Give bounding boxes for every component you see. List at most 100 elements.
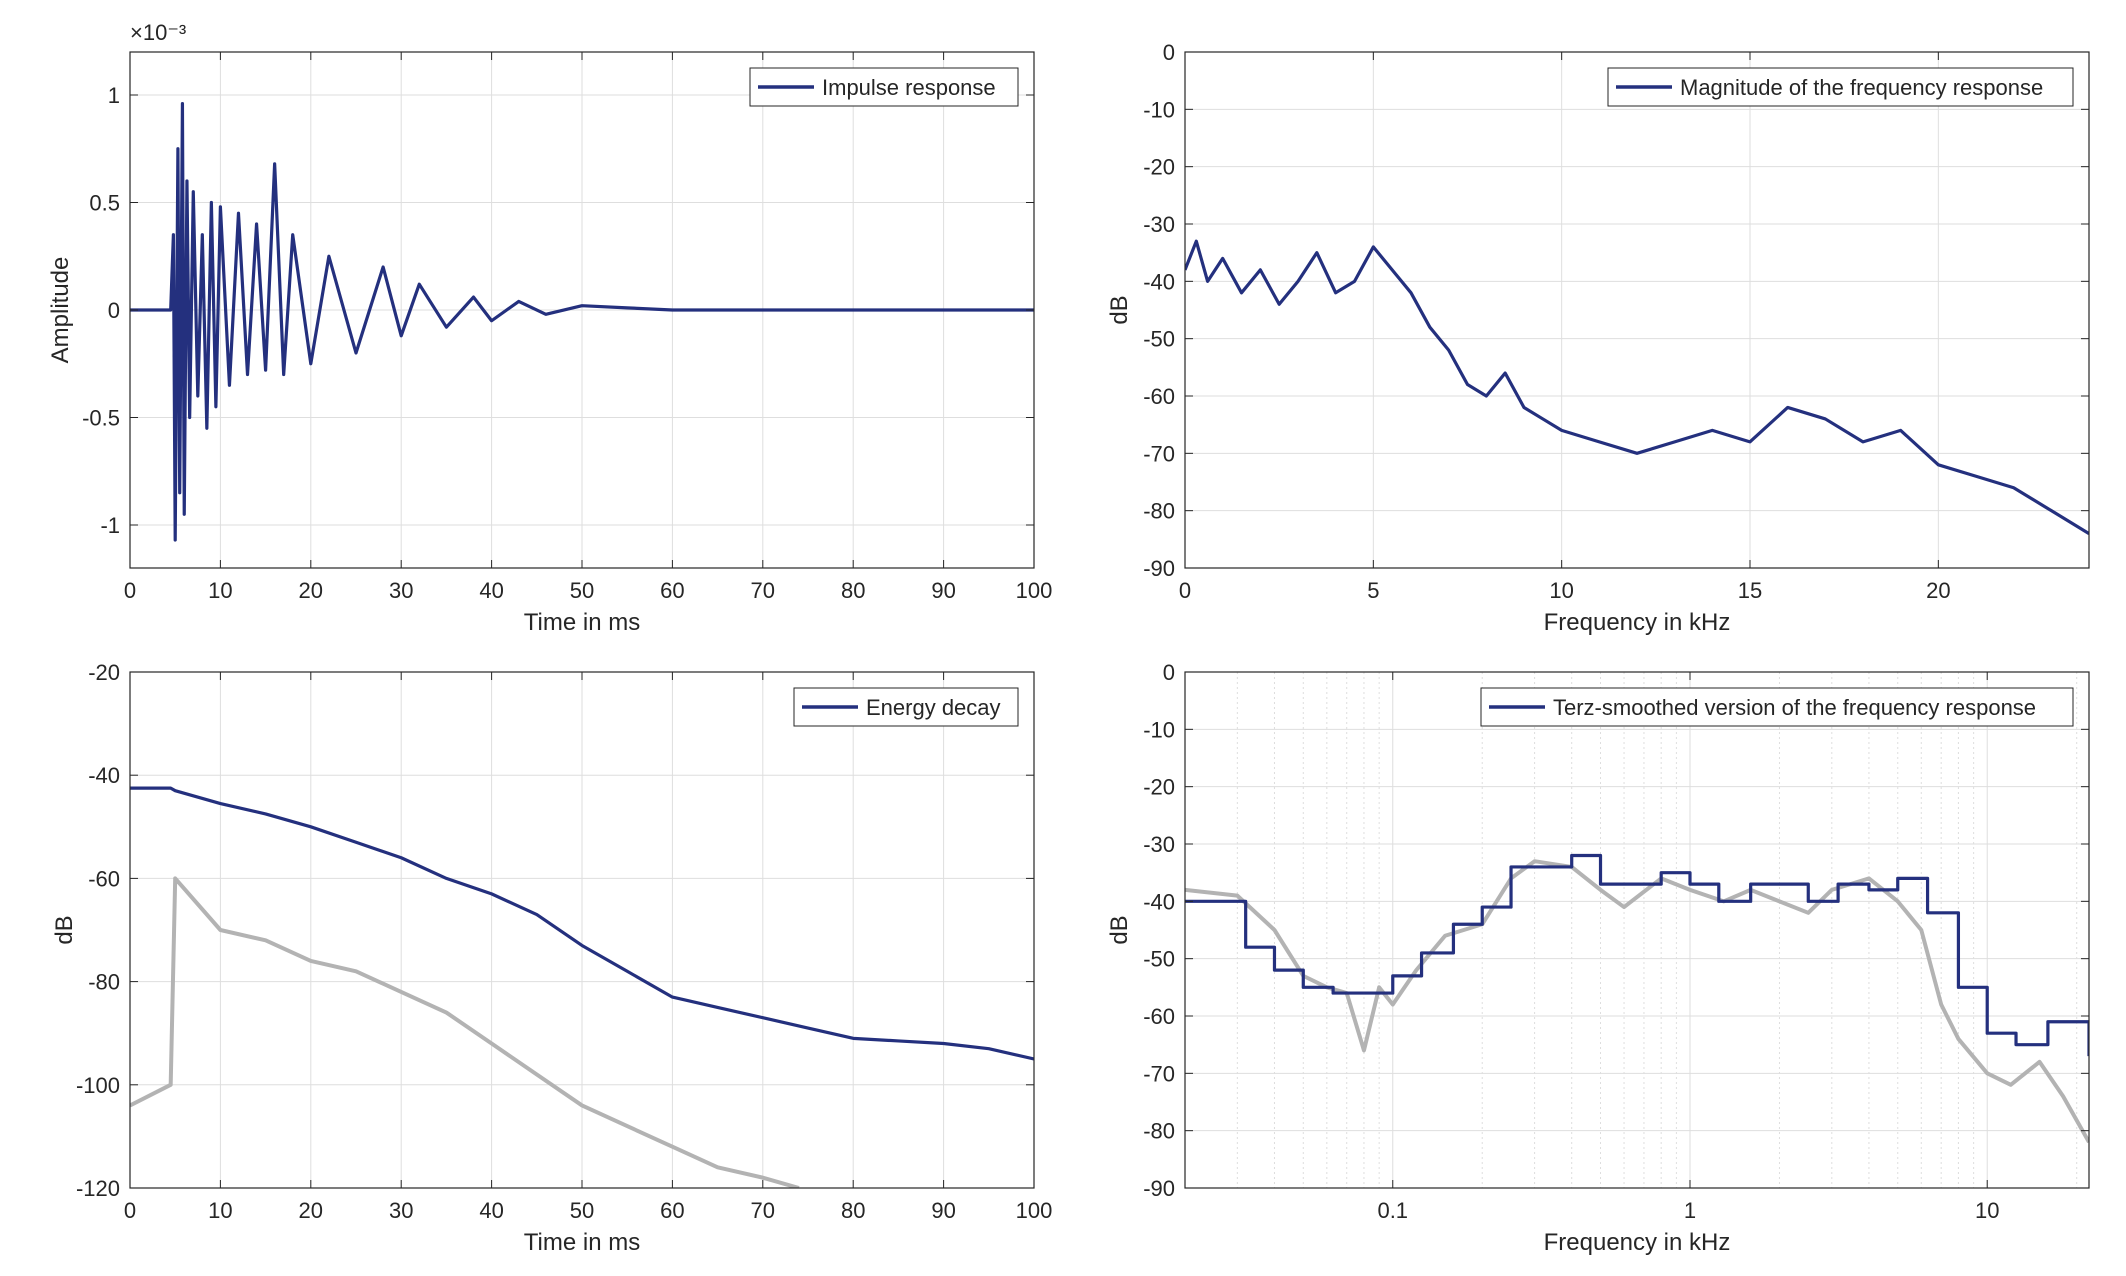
ticks: 0 10 20 30 40 50 60 70 80 90 100 -1 -0.5 0 0.5 1 — [82, 52, 1052, 603]
y-tick-label: 0.5 — [89, 191, 120, 216]
y-tick-label: -70 — [1143, 1061, 1175, 1086]
y-tick-label: -1 — [100, 513, 120, 538]
x-axis-label: Time in ms — [524, 1229, 640, 1256]
y-tick-label: -50 — [1143, 327, 1175, 352]
x-tick-label: 10 — [208, 578, 232, 603]
x-tick-label: 90 — [931, 578, 955, 603]
x-tick-label: 20 — [299, 578, 323, 603]
y-tick-label: -20 — [1143, 155, 1175, 180]
y-tick-label: -10 — [1143, 717, 1175, 742]
legend-label: Impulse response — [822, 75, 996, 100]
x-tick-label: 30 — [389, 578, 413, 603]
chart-impulse: 0 10 20 30 40 50 60 70 80 90 100 -1 -0.5 0 0.5 1 ×10⁻³ Ti… — [47, 20, 1052, 636]
series-line-gray — [130, 876, 800, 1188]
chart-terz: 0.1 1 10 0 -10 -20 -30 -40 -50 -60 -70 -80 -90 Freque… — [1106, 660, 2090, 1256]
y-tick-label: -60 — [1143, 1004, 1175, 1029]
y-tick-label: -90 — [1143, 556, 1175, 581]
x-tick-label: 40 — [479, 1198, 503, 1223]
x-tick-label: 30 — [389, 1198, 413, 1223]
series-line-gray — [1185, 859, 2089, 1144]
x-tick-label: 0.1 — [1377, 1198, 1408, 1223]
chart-magnitude: 0 5 10 15 20 0 -10 -20 -30 -40 -50 -60 -70 -80 -90 Freq… — [1106, 40, 2090, 636]
series-line-energy-decay — [130, 786, 1034, 1061]
x-tick-label: 80 — [841, 1198, 865, 1223]
legend-box — [1480, 687, 2074, 727]
y-axis-label: dB — [1106, 295, 1133, 324]
x-tick-label: 60 — [660, 1198, 684, 1223]
y-tick-label: -100 — [76, 1073, 120, 1098]
y-tick-label: -0.5 — [82, 406, 120, 431]
y-tick-label: -30 — [1143, 832, 1175, 857]
y-tick-label: -10 — [1143, 97, 1175, 122]
legend-label: Magnitude of the frequency response — [1680, 75, 2043, 100]
chart-energy: 0 10 20 30 40 50 60 70 80 90 100 -20 -40 -60 -80 -100 -1… — [51, 660, 1052, 1256]
legend-label: Energy decay — [866, 695, 1001, 720]
x-tick-label: 100 — [1016, 1198, 1053, 1223]
x-tick-label: 20 — [299, 1198, 323, 1223]
x-tick-label: 40 — [479, 578, 503, 603]
x-tick-label: 0 — [124, 1198, 136, 1223]
y-tick-label: -70 — [1143, 441, 1175, 466]
x-tick-label: 20 — [1926, 578, 1950, 603]
legend: Energy decay — [793, 687, 1019, 727]
y-tick-label: -50 — [1143, 947, 1175, 972]
legend: Impulse response — [749, 67, 1019, 107]
legend-label: Terz-smoothed version of the frequency r… — [1553, 695, 2036, 720]
y-tick-label: -120 — [76, 1176, 120, 1201]
x-tick-label: 70 — [751, 1198, 775, 1223]
y-axis-label: Amplitude — [47, 257, 74, 364]
y-tick-label: -40 — [1143, 269, 1175, 294]
x-tick-label: 10 — [1549, 578, 1573, 603]
y-tick-label: 0 — [108, 298, 120, 323]
x-tick-label: 90 — [931, 1198, 955, 1223]
grid — [1184, 671, 2089, 1189]
y-axis-label: dB — [1106, 915, 1133, 944]
plot-area — [1185, 672, 2089, 1188]
legend: Magnitude of the frequency response — [1607, 67, 2074, 107]
y-tick-label: 0 — [1163, 40, 1175, 65]
x-tick-label: 10 — [208, 1198, 232, 1223]
y-tick-label: -60 — [1143, 384, 1175, 409]
y-tick-label: 1 — [108, 83, 120, 108]
ticks: 0 10 20 30 40 50 60 70 80 90 100 -20 -40 -60 -80 -100 -1… — [76, 660, 1052, 1223]
legend-box — [1607, 67, 2074, 107]
series-line-impulse-response — [130, 102, 1034, 542]
axes-box — [1184, 671, 2090, 1189]
x-tick-label: 1 — [1684, 1198, 1696, 1223]
x-tick-label: 80 — [841, 578, 865, 603]
series-line-magnitude-of-the-frequency-response — [1185, 239, 2089, 535]
series-line-terz-smoothed-version-of-the-frequency-response — [1185, 853, 2089, 1057]
x-tick-label: 50 — [570, 1198, 594, 1223]
x-tick-label: 0 — [124, 578, 136, 603]
y-tick-label: -80 — [1143, 1119, 1175, 1144]
y-tick-label: -20 — [1143, 775, 1175, 800]
x-tick-label: 70 — [751, 578, 775, 603]
x-tick-label: 10 — [1975, 1198, 1999, 1223]
x-tick-label: 50 — [570, 578, 594, 603]
y-axis-label: dB — [51, 915, 78, 944]
axes-box — [1184, 51, 2090, 569]
x-tick-label: 60 — [660, 578, 684, 603]
x-tick-label: 0 — [1179, 578, 1191, 603]
ticks: 0 5 10 15 20 0 -10 -20 -30 -40 -50 -60 -70 -80 -90 — [1143, 40, 2089, 603]
legend: Terz-smoothed version of the frequency r… — [1480, 687, 2074, 727]
y-tick-label: -40 — [88, 763, 120, 788]
y-tick-label: -60 — [88, 866, 120, 891]
ticks: 0.1 1 10 0 -10 -20 -30 -40 -50 -60 -70 -80 -90 — [1143, 660, 2089, 1223]
y-tick-label: -80 — [88, 970, 120, 995]
x-axis-label: Time in ms — [524, 609, 640, 636]
x-axis-label: Frequency in kHz — [1544, 609, 1731, 636]
plot-area — [1185, 52, 2089, 568]
y-tick-label: -90 — [1143, 1176, 1175, 1201]
y-tick-label: -20 — [88, 660, 120, 685]
y-tick-label: 0 — [1163, 660, 1175, 685]
x-tick-label: 5 — [1367, 578, 1379, 603]
y-tick-label: -30 — [1143, 212, 1175, 237]
x-axis-label: Frequency in kHz — [1544, 1229, 1731, 1256]
x-tick-label: 15 — [1738, 578, 1762, 603]
y-scale-label: ×10⁻³ — [130, 20, 186, 45]
y-tick-label: -40 — [1143, 889, 1175, 914]
x-tick-label: 100 — [1016, 578, 1053, 603]
y-tick-label: -80 — [1143, 499, 1175, 524]
